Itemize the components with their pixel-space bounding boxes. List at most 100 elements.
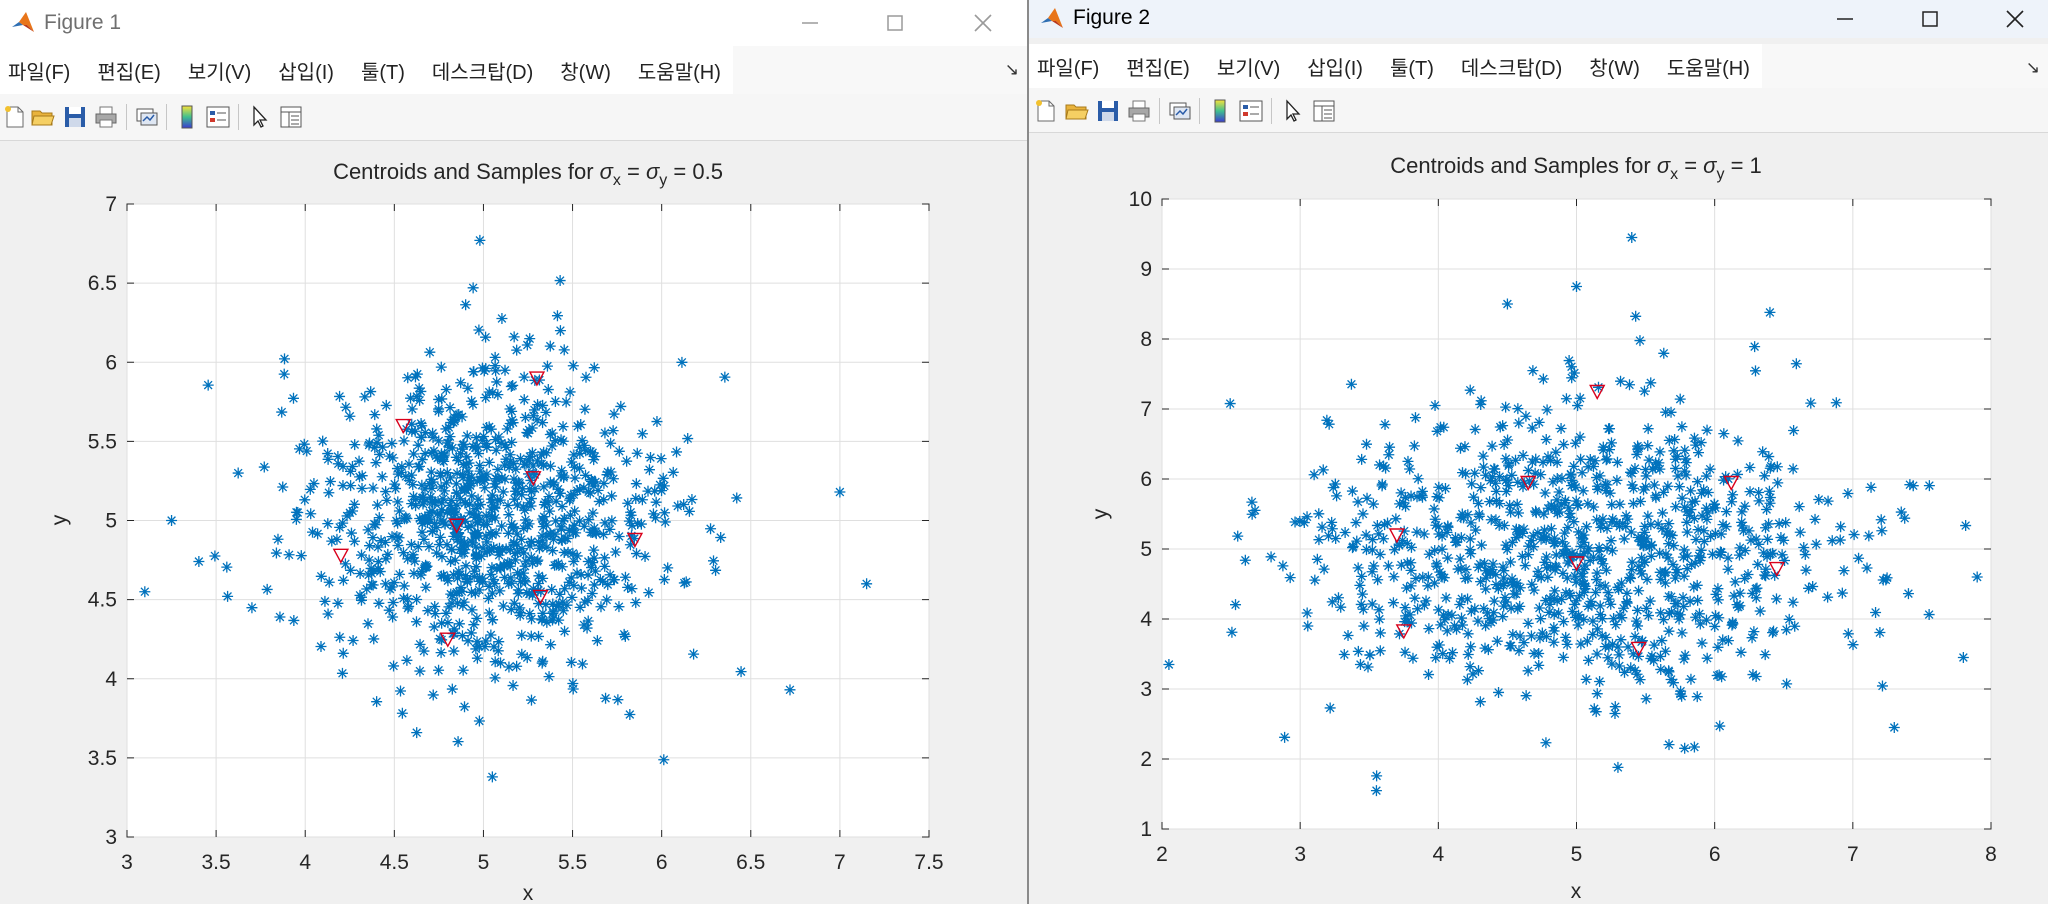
save-button[interactable] — [60, 102, 90, 132]
menu-file[interactable]: 파일(F) — [8, 61, 71, 84]
sample-point — [1540, 434, 1552, 446]
figure-window-1[interactable]: Figure 1 파일(F) 편집(E) 보기(V) 삽입(I) 툴(T) 데스… — [0, 0, 1027, 904]
sample-point — [1636, 552, 1648, 564]
menu-window[interactable]: 창(W) — [1589, 57, 1640, 80]
new-figure-button[interactable] — [0, 102, 30, 132]
menu-desktop[interactable]: 데스크탑(D) — [431, 61, 534, 84]
sample-point — [621, 455, 633, 467]
sample-point — [604, 523, 616, 535]
close-button[interactable] — [1982, 0, 2048, 38]
sample-point — [600, 692, 612, 704]
sample-point — [1374, 459, 1386, 471]
figure-window-2[interactable]: Figure 2 파일(F) 편집(E) 보기(V) 삽입(I) 툴(T) 데스… — [1027, 0, 2048, 904]
sample-point — [1541, 562, 1553, 574]
sample-point — [453, 565, 465, 577]
sample-point — [605, 437, 617, 449]
menu-edit[interactable]: 편집(E) — [1126, 57, 1190, 80]
sample-point — [1676, 690, 1688, 702]
centroids-series — [1388, 384, 1786, 657]
minimize-button[interactable] — [1812, 0, 1878, 38]
sample-point — [1400, 610, 1412, 622]
sample-point — [1663, 434, 1675, 446]
sample-point — [1584, 454, 1596, 466]
menu-edit[interactable]: 편집(E) — [97, 61, 161, 84]
legend-button[interactable] — [203, 102, 233, 132]
menu-view[interactable]: 보기(V) — [187, 61, 252, 84]
menu-window[interactable]: 창(W) — [560, 61, 611, 84]
sample-point — [608, 408, 620, 420]
sample-point — [483, 421, 495, 433]
legend-button[interactable] — [1236, 96, 1266, 126]
sample-point — [523, 497, 535, 509]
open-file-button[interactable] — [1062, 96, 1092, 126]
menu-file[interactable]: 파일(F) — [1037, 57, 1100, 80]
print-button[interactable] — [1124, 96, 1154, 126]
menu-tools[interactable]: 툴(T) — [1389, 57, 1434, 80]
menu-help[interactable]: 도움말(H) — [637, 61, 721, 84]
menu-tools[interactable]: 툴(T) — [360, 61, 405, 84]
sample-point — [489, 360, 501, 372]
sample-point — [626, 520, 638, 532]
sample-point — [1433, 492, 1445, 504]
toolbar-separator — [126, 104, 127, 130]
sample-point — [1558, 439, 1570, 451]
sample-point — [380, 399, 392, 411]
dock-arrow-icon[interactable]: ↘ — [2025, 58, 2040, 77]
sample-point — [323, 487, 335, 499]
new-figure-button[interactable] — [1031, 96, 1061, 126]
menu-desktop[interactable]: 데스크탑(D) — [1460, 57, 1563, 80]
sample-point — [496, 472, 508, 484]
sample-point — [457, 541, 469, 553]
sample-point — [456, 443, 468, 455]
minimize-button[interactable] — [777, 0, 843, 46]
close-button[interactable] — [950, 0, 1016, 46]
sample-point — [1781, 678, 1793, 690]
sample-point — [1376, 480, 1388, 492]
menu-help[interactable]: 도움말(H) — [1666, 57, 1750, 80]
link-plot-button[interactable] — [1165, 96, 1195, 126]
print-button[interactable] — [91, 102, 121, 132]
sample-point — [572, 420, 584, 432]
maximize-button[interactable] — [1897, 0, 1963, 38]
sample-point — [1497, 561, 1509, 573]
sample-point — [1474, 558, 1486, 570]
link-plot-icon — [1169, 102, 1191, 120]
sample-point — [1500, 475, 1512, 487]
maximize-button[interactable] — [862, 0, 928, 46]
title-bar[interactable]: Figure 2 — [1029, 0, 2048, 38]
sample-point — [659, 507, 671, 519]
dock-arrow-icon[interactable]: ↘ — [1004, 60, 1019, 79]
menu-view[interactable]: 보기(V) — [1216, 57, 1281, 80]
centroid-marker — [1388, 528, 1406, 544]
sample-point — [1481, 607, 1493, 619]
scatter-plot[interactable]: 3 3.5 4 4.5 5 5.5 6 6.5 7 7.533.544.555.566.57 Ce… — [0, 141, 1027, 904]
link-plot-icon — [136, 108, 158, 126]
sample-point — [1727, 489, 1739, 501]
colorbar-button[interactable] — [1205, 96, 1235, 126]
sample-point — [1460, 563, 1472, 575]
property-inspector-button[interactable] — [1309, 96, 1339, 126]
sample-point — [1464, 544, 1476, 556]
open-file-button[interactable] — [28, 102, 58, 132]
link-plot-button[interactable] — [132, 102, 162, 132]
y-tick-label: 9 — [1140, 258, 1152, 281]
sample-point — [1459, 441, 1471, 453]
colorbar-button[interactable] — [172, 102, 202, 132]
sample-point — [460, 299, 472, 311]
menu-insert[interactable]: 삽입(I) — [278, 61, 334, 84]
menu-insert[interactable]: 삽입(I) — [1307, 57, 1363, 80]
edit-plot-button[interactable] — [1278, 96, 1308, 126]
sample-point — [574, 483, 586, 495]
edit-plot-button[interactable] — [245, 102, 275, 132]
sample-point — [1547, 476, 1559, 488]
sample-point — [1583, 654, 1595, 666]
sample-point — [375, 535, 387, 547]
title-bar[interactable]: Figure 1 — [0, 0, 1027, 46]
save-button[interactable] — [1093, 96, 1123, 126]
sample-point — [1685, 673, 1697, 685]
sample-point — [1510, 454, 1522, 466]
sample-point — [1409, 412, 1421, 424]
property-inspector-button[interactable] — [276, 102, 306, 132]
sample-point — [1422, 571, 1434, 583]
